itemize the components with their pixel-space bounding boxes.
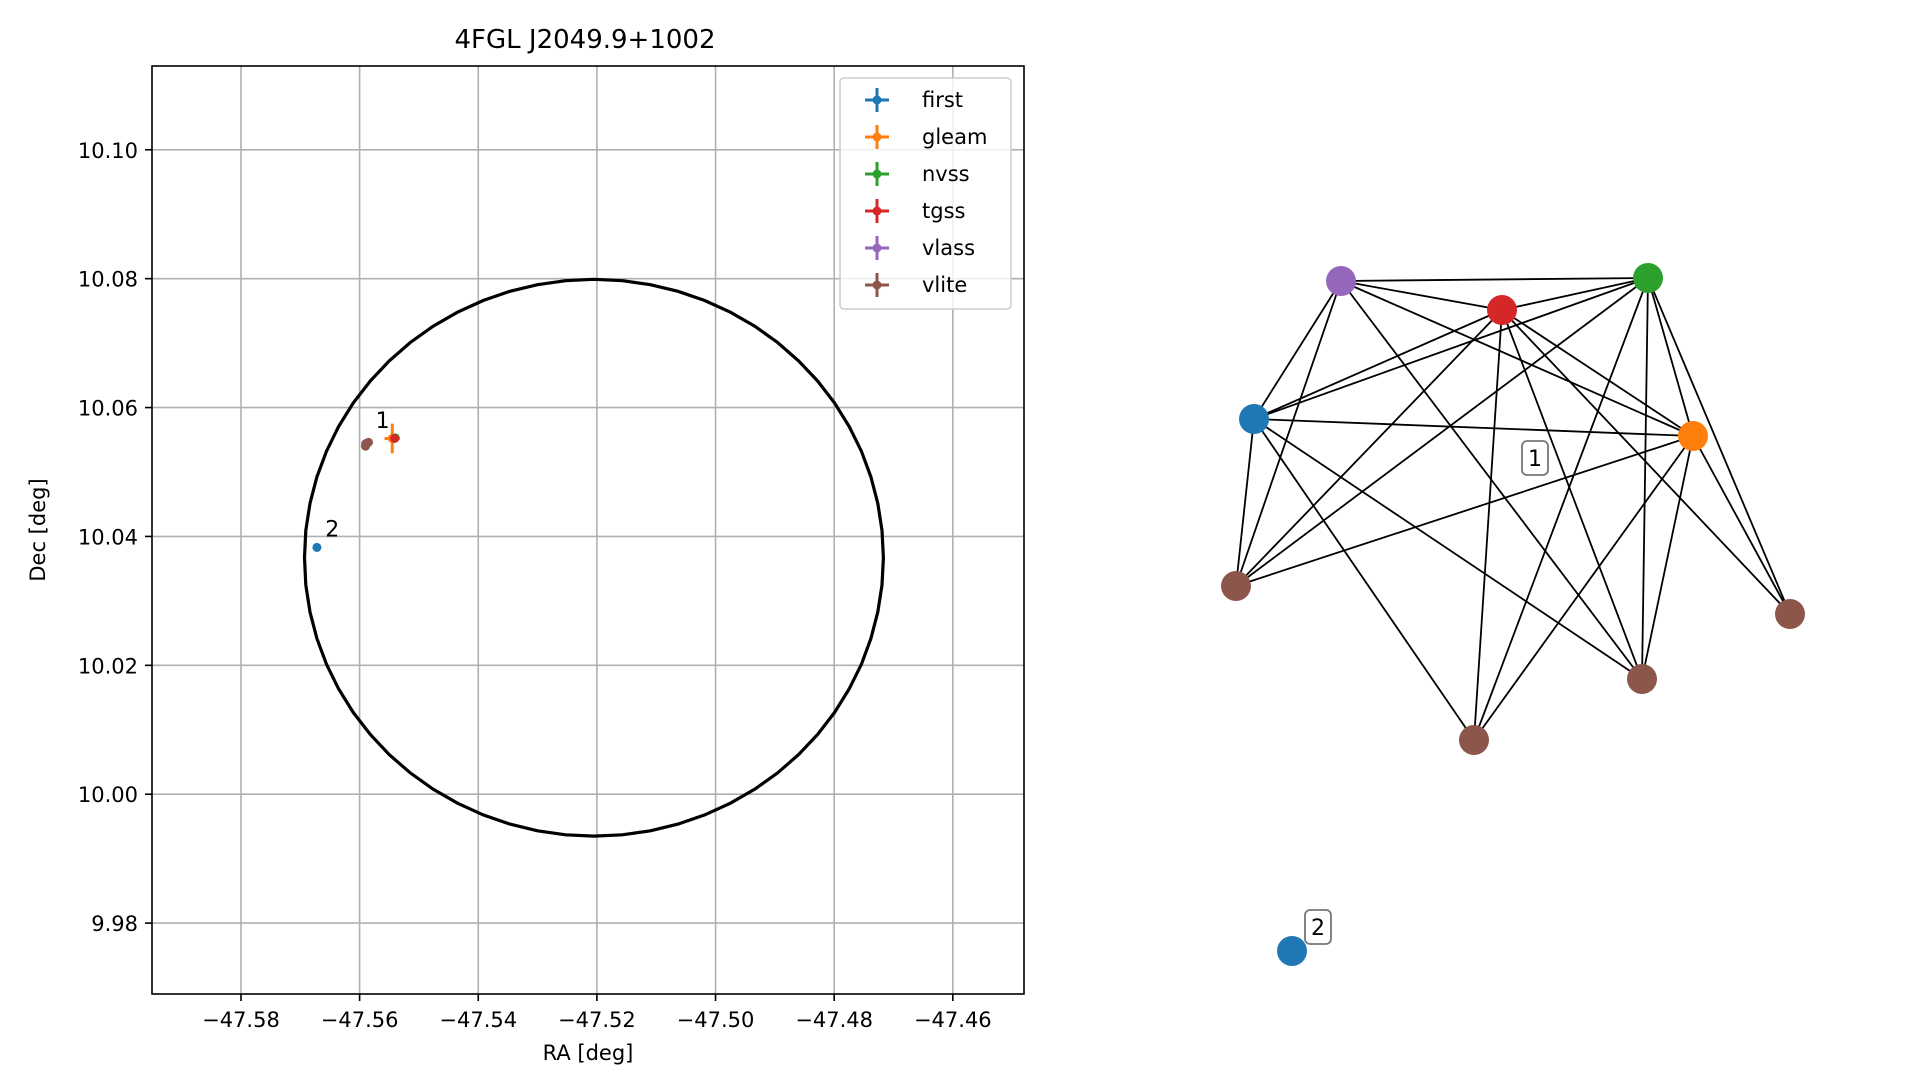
point-marker [390, 433, 400, 443]
graph-edge [1235, 309, 1503, 587]
graph-node-gleam [1678, 421, 1708, 451]
graph-edge [1641, 277, 1649, 680]
point-marker [312, 542, 322, 552]
graph-edge [1253, 309, 1503, 420]
y-ticks: 9.98 10.00 10.02 10.04 10.06 10.08 10.10 [78, 139, 152, 936]
legend-label: tgss [922, 199, 965, 223]
legend-label: first [922, 88, 963, 112]
graph-edge [1647, 277, 1694, 437]
graph-edge [1501, 309, 1791, 615]
graph-edge [1647, 277, 1791, 615]
legend-marker-dot [872, 243, 882, 253]
y-tick-label: 10.00 [78, 783, 138, 807]
graph-edge [1235, 418, 1255, 587]
graph-label-text: 1 [1528, 447, 1542, 472]
y-tick-label: 9.98 [91, 912, 138, 936]
graph-edge [1235, 277, 1649, 587]
legend-entry-nvss: nvss [865, 162, 970, 186]
plot-title: 4FGL J2049.9+1002 [455, 25, 716, 55]
graph-edge [1501, 277, 1649, 311]
graph-group-labels: 12 [1304, 440, 1549, 945]
legend-entry-vlite: vlite [865, 273, 967, 297]
y-tick-label: 10.04 [78, 525, 138, 549]
graph-edge [1501, 309, 1643, 680]
legend-label: gleam [922, 125, 987, 149]
graph-node-vlass [1326, 266, 1356, 296]
x-tick-label: −47.50 [677, 1008, 755, 1032]
legend-entry-vlass: vlass [865, 236, 975, 260]
graph-edge [1340, 277, 1649, 282]
graph-label-box [1304, 909, 1332, 945]
graph-node-tgss [1487, 295, 1517, 325]
network-graph: 12 [1221, 263, 1805, 966]
graph-edge [1473, 277, 1649, 741]
y-tick-label: 10.10 [78, 139, 138, 163]
x-tick-label: −47.46 [914, 1008, 992, 1032]
graph-node-first [1277, 936, 1307, 966]
x-tick-label: −47.54 [439, 1008, 517, 1032]
graph-edge [1253, 277, 1649, 420]
legend-marker-dot [872, 132, 882, 142]
point-marker [364, 437, 374, 447]
legend-entry-tgss: tgss [865, 199, 965, 223]
y-axis-label: Dec [deg] [26, 478, 50, 581]
source-point-vlite [364, 437, 374, 447]
x-ticks: −47.58 −47.56 −47.54 −47.52 −47.50 −47.48 −47.… [202, 994, 992, 1032]
graph-edge [1253, 418, 1475, 741]
group-label: 2 [325, 517, 339, 542]
legend-label: nvss [922, 162, 970, 186]
legend-entry-first: first [865, 88, 963, 112]
legend-marker-dot [872, 95, 882, 105]
graph-edge [1253, 418, 1643, 680]
y-tick-label: 10.08 [78, 268, 138, 292]
legend-label: vlite [922, 273, 967, 297]
x-tick-label: −47.56 [321, 1008, 399, 1032]
graph-node-vlite [1459, 725, 1489, 755]
x-tick-label: −47.58 [202, 1008, 280, 1032]
graph-edge [1253, 280, 1342, 420]
graph-edge [1641, 435, 1694, 680]
legend-marker-dot [872, 206, 882, 216]
legend-marker-dot [872, 280, 882, 290]
source-point-first [312, 542, 322, 552]
graph-label-text: 2 [1311, 916, 1325, 941]
x-tick-label: −47.52 [558, 1008, 636, 1032]
axes-frame [151, 65, 1025, 995]
graph-edges [1235, 277, 1791, 741]
graph-group-label: 2 [1304, 909, 1332, 945]
x-axis-label: RA [deg] [543, 1041, 634, 1065]
graph-node-first [1239, 404, 1269, 434]
graph-node-nvss [1633, 263, 1663, 293]
group-label: 1 [376, 409, 390, 434]
graph-node-vlite [1775, 599, 1805, 629]
graph-node-vlite [1627, 664, 1657, 694]
graph-edge [1340, 280, 1503, 311]
graph-edge [1473, 309, 1503, 741]
graph-edge [1340, 280, 1694, 437]
legend-marker-dot [872, 169, 882, 179]
localization-ellipse [302, 277, 886, 838]
graph-edge [1253, 418, 1694, 437]
graph-edge [1235, 280, 1342, 587]
graph-nodes [1221, 263, 1805, 966]
group-annotations: 12 [325, 409, 389, 542]
legend: first gleam nvss tgss vlass vlite [839, 77, 1012, 310]
source-point-tgss [390, 433, 400, 443]
graph-edge [1473, 435, 1694, 741]
graph-edge [1692, 435, 1791, 615]
graph-edge [1235, 435, 1694, 587]
legend-label: vlass [922, 236, 975, 260]
graph-label-box [1521, 440, 1549, 476]
y-tick-label: 10.02 [78, 654, 138, 678]
graph-group-label: 1 [1521, 440, 1549, 476]
source-markers [312, 423, 400, 552]
sky-plot: 4FGL J2049.9+1002 12 −47.58 −47.56 −47.54−… [26, 25, 1025, 1065]
legend-entry-gleam: gleam [865, 125, 987, 149]
graph-edge [1501, 309, 1694, 437]
y-tick-label: 10.06 [78, 397, 138, 421]
x-tick-label: −47.48 [795, 1008, 873, 1032]
graph-node-vlite [1221, 571, 1251, 601]
